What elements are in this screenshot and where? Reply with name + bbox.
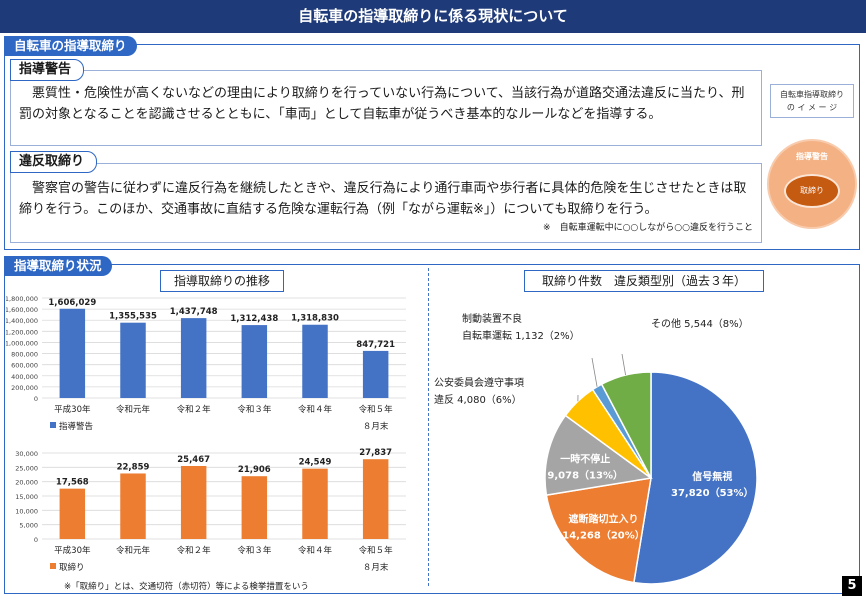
data-label: 1,312,438 — [230, 314, 278, 324]
y-tick-label: 30,000 — [15, 450, 38, 458]
bar — [362, 350, 389, 398]
violation-type-pie-chart: 信号無視 37,820（53%） 遮断踏切立入り 14,268（20%） 一時不停止 9,… — [434, 312, 758, 585]
section-tab-guidance: 自転車の指導取締り — [4, 36, 137, 56]
legend-swatch — [50, 422, 56, 428]
y-tick-label: 400,000 — [11, 373, 38, 381]
slice-value: 14,268（20%） — [562, 528, 645, 541]
y-tick-label: 1,000,000 — [6, 339, 38, 347]
slice-value: 37,820（53%） — [671, 486, 754, 499]
guidance-warning-bar-chart: 0 200,000 400,000 600,000 800,000 1,000,000 1,… — [6, 295, 406, 432]
category-label: 令和元年 — [116, 404, 151, 415]
footnote: ※「取締り」とは、交通切符（赤切符）等による検挙措置をいう — [64, 582, 309, 592]
y-tick-label: 800,000 — [11, 351, 38, 359]
y-tick-label: 0 — [34, 395, 38, 403]
category-label: 令和４年 — [298, 404, 333, 415]
violation-note: ※ 自転車運転中に○○しながら○○違反を行うこと — [543, 223, 753, 233]
data-label: 17,568 — [56, 478, 89, 488]
violation-label: 違反取締り — [10, 151, 98, 173]
bar — [241, 325, 268, 398]
image-caption-line2: の イ メ ー ジ — [786, 103, 838, 112]
data-label: 1,355,535 — [109, 312, 157, 322]
category-label: 令和５年 — [359, 545, 394, 556]
section-tab-status: 指導取締り状況 — [4, 256, 112, 276]
pie-slice — [600, 371, 652, 479]
category-label: 平成30年 — [54, 545, 91, 556]
enforcement-circle-inner: 取締り — [784, 174, 840, 208]
bar — [302, 324, 328, 398]
data-label: 847,721 — [356, 340, 395, 350]
slice-label: 公安委員会遵守事項 — [434, 376, 524, 389]
bar — [241, 476, 268, 539]
enforcement-circle-outer: 指導警告 取締り — [767, 139, 857, 229]
category-label: 平成30年 — [54, 404, 91, 415]
slice-label: 制動装置不良 — [462, 312, 522, 325]
circle-outer-label: 指導警告 — [796, 152, 828, 161]
violation-text: 警察官の警告に従わずに違反行為を継続したときや、違反行為により通行車両や歩行者に… — [19, 181, 747, 217]
slice-label: 信号無視 — [692, 470, 732, 483]
bar — [120, 322, 146, 398]
y-tick-label: 1,600,000 — [6, 306, 38, 314]
y-tick-label: 200,000 — [11, 384, 38, 392]
category-label: 令和５年 — [359, 404, 394, 415]
page-title: 自転車の指導取締りに係る現状について — [0, 0, 866, 33]
section-divider — [428, 268, 429, 586]
category-label: 令和３年 — [237, 545, 272, 556]
y-tick-label: 0 — [34, 536, 38, 544]
warning-text: 悪質性・危険性が高くないなどの理由により取締りを行っていない行為について、当該行… — [10, 70, 762, 146]
slice-value: 9,078（13%） — [547, 469, 623, 482]
bar — [362, 459, 389, 539]
pie-chart-title: 取締り件数 違反類型別（過去３年） — [524, 270, 764, 292]
data-label: 1,606,029 — [48, 298, 96, 308]
slice-label: その他 5,544（8%） — [651, 317, 749, 330]
y-tick-label: 5,000 — [19, 522, 38, 530]
data-label: 1,318,830 — [291, 314, 339, 324]
data-label: 24,549 — [299, 458, 332, 468]
trend-chart-title: 指導取締りの推移 — [160, 270, 284, 292]
legend-label: 取締り — [59, 562, 85, 573]
y-tick-label: 20,000 — [15, 479, 38, 487]
bar — [302, 468, 328, 539]
pie-slice — [544, 414, 653, 496]
y-tick-label: 600,000 — [11, 362, 38, 370]
image-caption-box: 自転車指導取締り の イ メ ー ジ — [770, 84, 854, 118]
data-label: 27,837 — [359, 448, 392, 458]
legend-label: 指導警告 — [59, 421, 93, 432]
slice-label: 一時不停止 — [560, 453, 610, 466]
category-label: 令和２年 — [177, 404, 212, 415]
slice-value: 違反 4,080（6%） — [434, 393, 522, 406]
y-tick-label: 25,000 — [15, 464, 38, 472]
page-number: 5 — [842, 576, 862, 596]
warning-label-overlay: 指導警告 — [10, 59, 85, 81]
y-tick-label: 1,800,000 — [6, 295, 38, 303]
leader-line — [591, 357, 598, 387]
legend-swatch — [50, 563, 56, 569]
y-tick-label: 15,000 — [15, 493, 38, 501]
y-tick-label: 1,400,000 — [6, 317, 38, 325]
enforcement-bar-chart: 0 5,000 10,000 15,000 20,000 25,000 30,000 17,5… — [15, 448, 406, 573]
bar — [59, 488, 86, 539]
bar — [59, 308, 86, 398]
y-tick-label: 10,000 — [15, 507, 38, 515]
data-label: 22,859 — [117, 462, 150, 472]
data-label: 1,437,748 — [170, 307, 218, 317]
pie-slice — [632, 371, 758, 585]
y-tick-label: 1,200,000 — [6, 328, 38, 336]
category-label: 令和元年 — [116, 545, 151, 556]
bar — [180, 318, 207, 398]
pie-slice — [545, 477, 652, 584]
image-caption-line1: 自転車指導取締り — [780, 90, 844, 99]
violation-text-box: 警察官の警告に従わずに違反行為を継続したときや、違反行為により通行車両や歩行者に… — [10, 163, 762, 243]
data-label: 21,906 — [238, 465, 271, 475]
category-label: 令和２年 — [177, 545, 212, 556]
category-label: 令和３年 — [237, 404, 272, 415]
slice-value: 自転車運転 1,132（2%） — [462, 329, 580, 342]
bar — [180, 465, 207, 539]
category-sublabel: ８月末 — [363, 562, 389, 573]
slice-label: 遮断踏切立入り — [569, 512, 639, 525]
data-label: 25,467 — [177, 455, 210, 465]
category-sublabel: ８月末 — [363, 421, 389, 432]
bar — [120, 473, 146, 539]
category-label: 令和４年 — [298, 545, 333, 556]
leader-line — [621, 353, 626, 376]
